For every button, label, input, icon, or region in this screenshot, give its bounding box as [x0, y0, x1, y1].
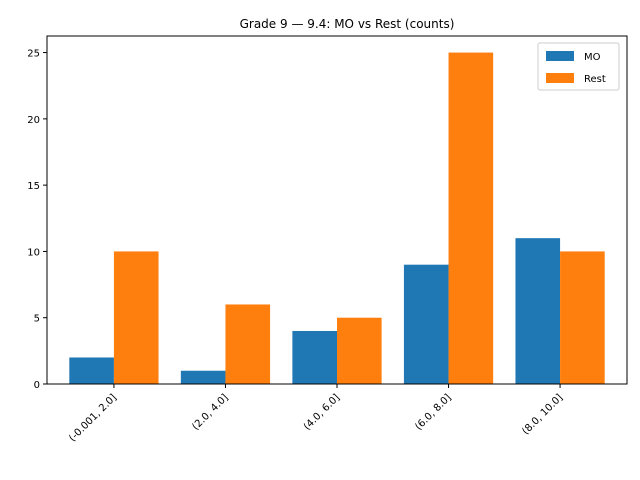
- y-tick-label: 15: [27, 181, 40, 192]
- chart-title: Grade 9 — 9.4: MO vs Rest (counts): [240, 17, 455, 31]
- legend-label-rest: Rest: [584, 74, 606, 85]
- x-tick-label: (8.0, 10.0]: [520, 392, 565, 437]
- y-tick-label: 25: [27, 49, 40, 60]
- bar-mo-3: [403, 264, 449, 384]
- x-tick-label: (4.0, 6.0]: [302, 392, 342, 432]
- legend-label-mo: MO: [584, 52, 601, 63]
- legend-swatch-mo: [546, 51, 574, 61]
- y-tick-label: 20: [27, 115, 40, 126]
- bar-rest-4: [560, 251, 605, 384]
- y-tick-label: 0: [34, 380, 40, 391]
- y-tick-label: 5: [34, 314, 40, 325]
- bar-rest-0: [113, 251, 159, 384]
- bar-rest-2: [337, 317, 382, 384]
- legend-swatch-rest: [546, 73, 574, 83]
- bar-rest-1: [225, 304, 271, 384]
- bar-mo-0: [69, 357, 114, 384]
- x-tick-label: (-0.001, 2.0]: [67, 392, 119, 444]
- bar-mo-2: [292, 330, 337, 384]
- bar-rest-3: [448, 52, 494, 384]
- bars-group: [69, 52, 605, 384]
- y-tick-label: 10: [27, 247, 40, 258]
- legend: MO Rest: [537, 42, 620, 91]
- bar-mo-4: [515, 238, 561, 384]
- bar-mo-1: [180, 370, 226, 384]
- x-tick-label: (2.0, 4.0]: [190, 392, 230, 432]
- x-tick-label: (6.0, 8.0]: [413, 392, 453, 432]
